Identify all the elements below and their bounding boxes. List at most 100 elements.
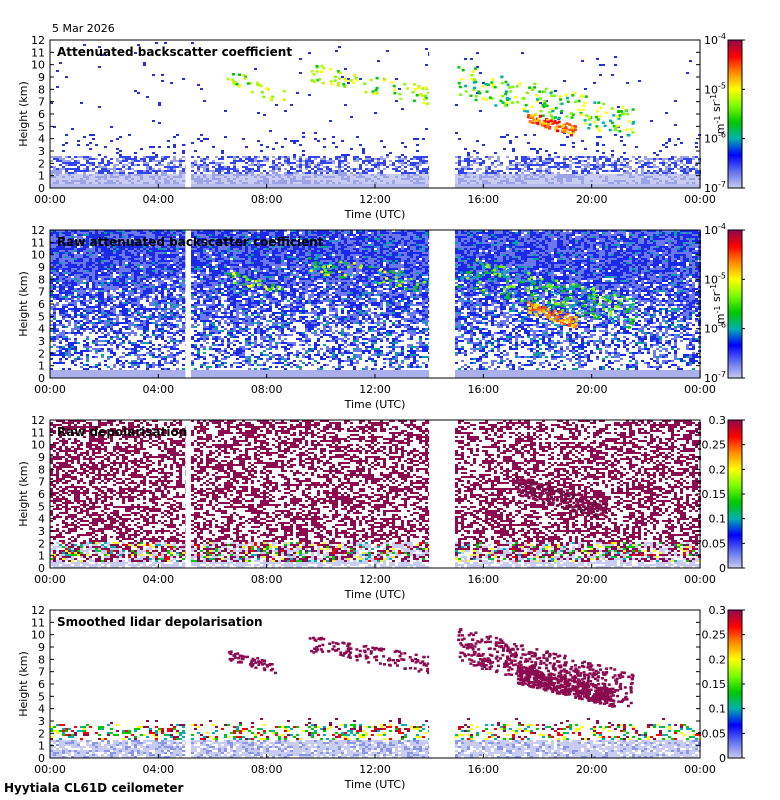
x-tick-label: 12:00 bbox=[359, 383, 391, 396]
data-gap bbox=[429, 40, 454, 188]
y-tick-label: 1 bbox=[38, 550, 45, 563]
y-tick-label: 4 bbox=[38, 323, 45, 336]
y-tick-label: 12 bbox=[31, 414, 45, 427]
colorbar-tick-label: 0.2 bbox=[709, 463, 727, 476]
data-gap bbox=[185, 230, 191, 378]
panel-title: Raw depolarisation bbox=[57, 425, 187, 439]
y-tick-label: 0 bbox=[38, 752, 45, 765]
y-tick-label: 0 bbox=[38, 372, 45, 385]
x-tick-label: 20:00 bbox=[576, 193, 608, 206]
colorbar-unit: m-1 sr-1 bbox=[709, 94, 727, 134]
panel-title: Raw attenuated backscatter coefficient bbox=[57, 235, 324, 249]
x-tick-label: 00:00 bbox=[684, 763, 716, 776]
panel-title: Smoothed lidar depolarisation bbox=[57, 615, 263, 629]
x-tick-label: 04:00 bbox=[142, 383, 174, 396]
cloud-layer bbox=[310, 64, 430, 106]
colorbar-tick-label: 0.05 bbox=[702, 537, 727, 550]
colorbar bbox=[727, 229, 743, 379]
site-label: Hyytiala CL61D ceilometer bbox=[4, 781, 183, 795]
y-tick-label: 4 bbox=[38, 133, 45, 146]
y-tick-label: 7 bbox=[38, 666, 45, 679]
colorbar-tick-label: 10-4 bbox=[704, 32, 726, 47]
y-tick-label: 11 bbox=[31, 46, 45, 59]
x-axis-label: Time (UTC) bbox=[344, 778, 406, 790]
y-tick-label: 1 bbox=[38, 170, 45, 183]
y-tick-label: 6 bbox=[38, 298, 45, 311]
panel-title: Attenuated backscatter coefficient bbox=[57, 45, 292, 59]
x-tick-label: 08:00 bbox=[251, 573, 283, 586]
x-tick-label: 04:00 bbox=[142, 763, 174, 776]
cloud-layer bbox=[515, 476, 609, 519]
x-tick-label: 00:00 bbox=[684, 573, 716, 586]
x-tick-label: 16:00 bbox=[467, 193, 499, 206]
y-tick-label: 10 bbox=[31, 439, 45, 452]
x-tick-label: 20:00 bbox=[576, 383, 608, 396]
y-tick-label: 2 bbox=[38, 157, 45, 170]
colorbar-tick-label: 0.2 bbox=[709, 653, 727, 666]
y-axis-label: Height (km) bbox=[17, 461, 30, 527]
y-tick-label: 12 bbox=[31, 604, 45, 617]
cloud-layer bbox=[526, 301, 579, 329]
y-tick-label: 8 bbox=[38, 463, 45, 476]
heatmap-pixels bbox=[50, 718, 701, 758]
colorbar-tick-label: 10-6 bbox=[704, 321, 726, 336]
x-axis-label: Time (UTC) bbox=[344, 208, 406, 220]
colorbar-unit: m-1 sr-1 bbox=[709, 284, 727, 324]
y-tick-label: 3 bbox=[38, 145, 45, 158]
x-axis-label: Time (UTC) bbox=[344, 398, 406, 410]
data-gap bbox=[185, 40, 191, 188]
data-gap bbox=[429, 230, 454, 378]
y-tick-label: 9 bbox=[38, 641, 45, 654]
cloud-layer bbox=[226, 73, 286, 102]
y-tick-label: 9 bbox=[38, 451, 45, 464]
x-tick-label: 00:00 bbox=[34, 763, 66, 776]
colorbar-tick-label: 0.15 bbox=[702, 678, 727, 691]
cloud-layer bbox=[516, 665, 616, 708]
cloud-layer bbox=[457, 66, 636, 137]
colorbar-tick-label: 0.3 bbox=[709, 604, 727, 617]
x-tick-label: 08:00 bbox=[251, 193, 283, 206]
cloud-layer bbox=[308, 636, 431, 675]
x-tick-label: 00:00 bbox=[34, 193, 66, 206]
x-tick-label: 16:00 bbox=[467, 573, 499, 586]
y-axis-label: Height (km) bbox=[17, 271, 30, 337]
x-tick-label: 12:00 bbox=[359, 763, 391, 776]
x-tick-label: 04:00 bbox=[142, 193, 174, 206]
colorbar-tick-label: 0.15 bbox=[702, 488, 727, 501]
y-tick-label: 10 bbox=[31, 249, 45, 262]
colorbar bbox=[727, 609, 743, 759]
y-tick-label: 12 bbox=[31, 224, 45, 237]
y-tick-label: 7 bbox=[38, 286, 45, 299]
colorbar-tick-label: 10-4 bbox=[704, 222, 726, 237]
y-tick-label: 5 bbox=[38, 690, 45, 703]
x-tick-label: 16:00 bbox=[467, 383, 499, 396]
y-tick-label: 5 bbox=[38, 310, 45, 323]
colorbar-tick-label: 10-5 bbox=[704, 271, 726, 286]
x-tick-label: 12:00 bbox=[359, 193, 391, 206]
y-tick-label: 6 bbox=[38, 678, 45, 691]
x-tick-label: 00:00 bbox=[684, 383, 716, 396]
x-tick-label: 00:00 bbox=[34, 573, 66, 586]
x-tick-label: 00:00 bbox=[684, 193, 716, 206]
colorbar-tick-label: 10-7 bbox=[704, 180, 726, 195]
colorbar-tick-label: 0.3 bbox=[709, 414, 727, 427]
y-tick-label: 6 bbox=[38, 488, 45, 501]
y-tick-label: 5 bbox=[38, 120, 45, 133]
colorbar-tick-label: 10-7 bbox=[704, 370, 726, 385]
y-axis-label: Height (km) bbox=[17, 81, 30, 147]
colorbar-tick-label: 0.1 bbox=[709, 513, 727, 526]
x-tick-label: 12:00 bbox=[359, 573, 391, 586]
y-tick-label: 6 bbox=[38, 108, 45, 121]
y-tick-label: 10 bbox=[31, 629, 45, 642]
data-gap bbox=[429, 610, 454, 758]
x-axis-label: Time (UTC) bbox=[344, 588, 406, 600]
y-tick-label: 9 bbox=[38, 71, 45, 84]
y-tick-label: 3 bbox=[38, 525, 45, 538]
colorbar-tick-label: 10-6 bbox=[704, 131, 726, 146]
y-tick-label: 7 bbox=[38, 96, 45, 109]
colorbar-tick-label: 0 bbox=[719, 752, 726, 765]
